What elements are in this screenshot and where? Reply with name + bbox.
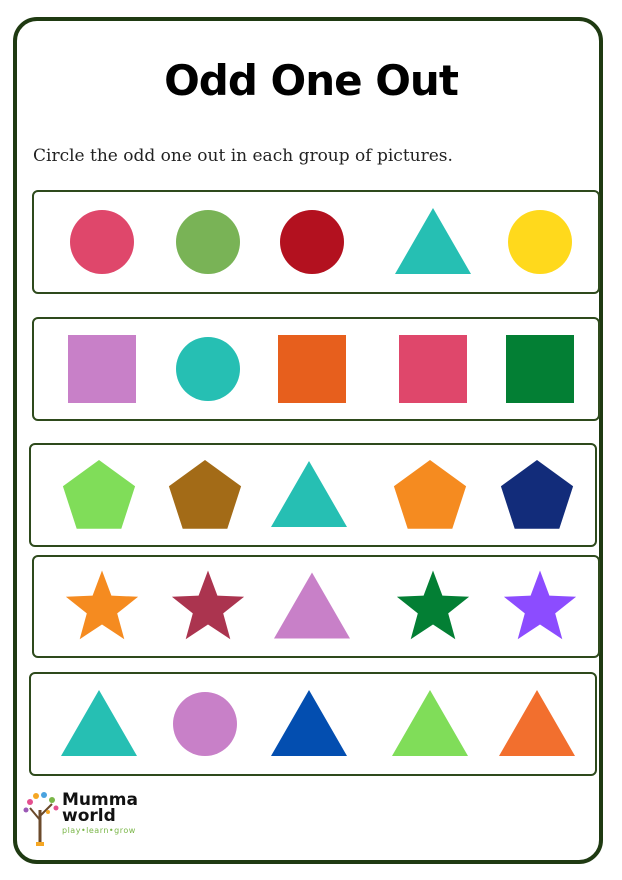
triangle-shape[interactable] (61, 690, 137, 756)
pentagon-shape[interactable] (168, 460, 242, 529)
shape-row-3 (29, 443, 597, 547)
square-shape[interactable] (278, 335, 346, 403)
star-shape[interactable] (171, 570, 245, 640)
triangle-shape[interactable] (271, 690, 347, 756)
brand-name: Mumma world (62, 790, 138, 826)
circle-shape[interactable] (176, 337, 240, 401)
shape-row-4 (32, 555, 600, 658)
instruction-text: Circle the odd one out in each group of … (33, 146, 453, 166)
triangle-shape[interactable] (271, 461, 347, 527)
circle-shape[interactable] (280, 210, 344, 274)
triangle-shape[interactable] (499, 690, 575, 756)
page-title: Odd One Out (164, 56, 459, 105)
mumma-world-logo: Mumma world play•learn•grow (22, 790, 152, 850)
pentagon-shape[interactable] (393, 460, 467, 529)
pentagon-shape[interactable] (500, 460, 574, 529)
circle-shape[interactable] (176, 210, 240, 274)
triangle-shape[interactable] (274, 572, 350, 639)
shapes-canvas (70, 208, 572, 274)
tree-icon (23, 792, 59, 846)
star-shape[interactable] (65, 570, 139, 640)
shape-row-2 (32, 317, 600, 421)
triangle-shape[interactable] (395, 208, 471, 274)
circle-shape[interactable] (508, 210, 572, 274)
shapes-canvas (61, 690, 575, 756)
shapes-canvas (68, 335, 574, 403)
shapes-canvas (65, 570, 577, 640)
square-shape[interactable] (68, 335, 136, 403)
page-border (13, 17, 603, 864)
circle-shape[interactable] (173, 692, 237, 756)
circle-shape[interactable] (70, 210, 134, 274)
shape-row-5 (29, 672, 597, 776)
shapes-canvas (62, 460, 574, 529)
star-shape[interactable] (396, 570, 470, 640)
pentagon-shape[interactable] (62, 460, 136, 529)
brand-tagline: play•learn•grow (62, 826, 136, 835)
triangle-shape[interactable] (392, 690, 468, 756)
star-shape[interactable] (503, 570, 577, 640)
square-shape[interactable] (506, 335, 574, 403)
square-shape[interactable] (399, 335, 467, 403)
shape-row-1 (32, 190, 600, 294)
